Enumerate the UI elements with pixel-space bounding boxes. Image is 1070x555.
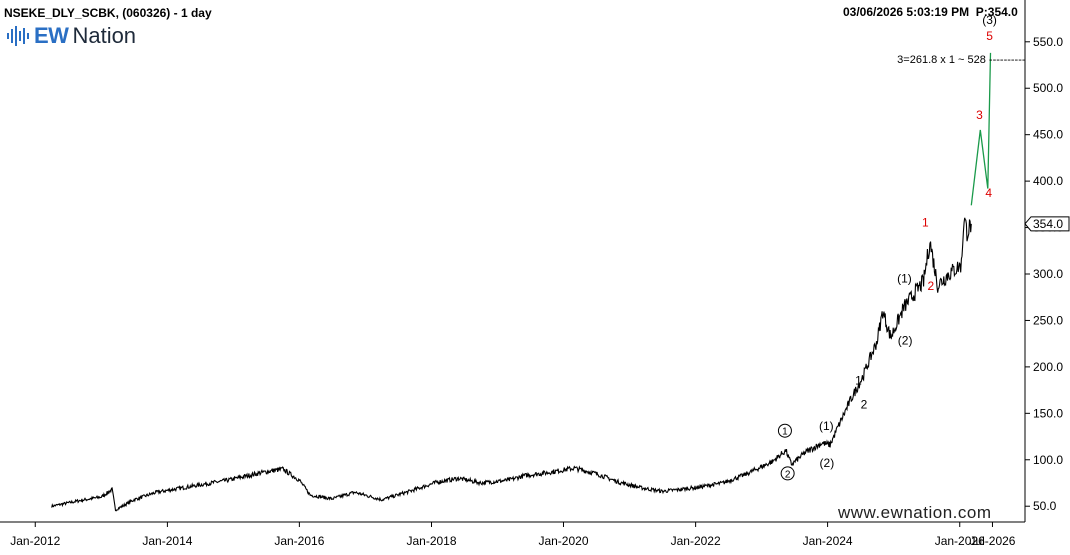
y-tick-label: 300.0 [1033,267,1063,281]
chart-title: NSEKE_DLY_SCBK, (060326) - 1 day [4,6,212,20]
wave-label-circle [780,466,795,481]
y-tick-label: 150.0 [1033,406,1063,420]
x-tick-label: Jan-2014 [142,534,192,548]
last-price-label: 354.0 [1033,217,1063,231]
wave-label: 4 [985,186,992,200]
wave-label: (2) [898,334,913,348]
wave-label: 5 [986,29,993,43]
x-tick-label: Jan-2020 [538,534,588,548]
watermark-url: www.ewnation.com [838,503,992,522]
wave-label: 2 [785,469,791,480]
y-tick-label: 100.0 [1033,453,1063,467]
wave-label: (3) [982,13,997,27]
wave-label: (1) [897,271,912,285]
wave-label-circle [777,423,792,438]
logo-nation-text: Nation [72,23,137,48]
wave-label: 3 [976,108,983,122]
wave-label: 2 [861,398,868,412]
projection-line [970,52,992,206]
y-tick-label: 250.0 [1033,313,1063,327]
x-tick-label: Jan-2026 [935,534,985,548]
price-line [51,217,972,512]
y-tick-label: 450.0 [1033,128,1063,142]
y-tick-label: 550.0 [1033,35,1063,49]
y-tick-label: 400.0 [1033,174,1063,188]
x-tick-label: Jan-2012 [10,534,60,548]
wave-label: 1 [922,216,929,230]
wave-label: 1 [782,427,788,438]
wave-label: 1 [855,374,862,388]
x-tick-label: Jan-2024 [803,534,853,548]
x-tick-label: Jul-2026 [969,534,1015,548]
x-tick-label: Jan-2016 [274,534,324,548]
x-tick-label: Jan-2022 [671,534,721,548]
wave-label: (2) [820,456,835,470]
x-tick-label: Jan-2018 [406,534,456,548]
datetime-text: 03/06/2026 5:03:19 PM [843,5,970,19]
y-tick-label: 200.0 [1033,360,1063,374]
chart-datetime-price: 03/06/2026 5:03:19 PM P:354.0 [843,5,1018,19]
wave-bars-icon [7,26,29,46]
y-tick-label: 50.0 [1033,499,1057,513]
wave-label: (1) [819,419,834,433]
y-tick-label: 500.0 [1033,81,1063,95]
target-annotation: 3=261.8 x 1 ~ 528 ---------- [897,54,1026,66]
wave-label: 2 [927,279,934,293]
logo-ew-text: EW [34,23,69,48]
ewnation-logo: EW Nation [6,22,136,50]
last-price-tag [1024,216,1070,232]
price-text: P:354.0 [975,5,1018,19]
